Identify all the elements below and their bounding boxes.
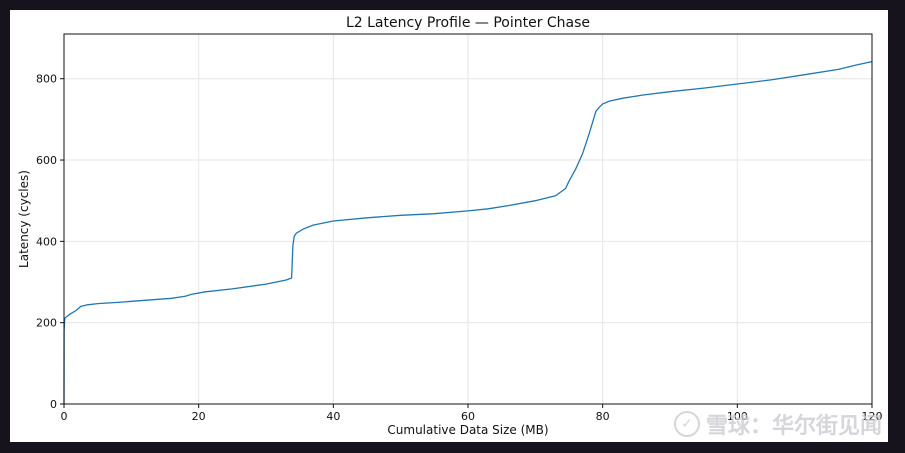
- watermark: ✓ 雪球：华尔街见闻: [673, 408, 882, 440]
- x-tick-label: 20: [192, 410, 206, 423]
- x-tick-label: 120: [862, 410, 883, 423]
- x-tick-label: 80: [596, 410, 610, 423]
- chart-title: L2 Latency Profile — Pointer Chase: [346, 15, 590, 31]
- chart-figure: 0 20 40 60 80 100 120 0 200 400 600 800 L2 Latency …: [10, 10, 888, 442]
- x-tick-label: 100: [727, 410, 748, 423]
- watermark-text: 雪球：华尔街见闻: [705, 414, 882, 439]
- y-tick-label: 400: [36, 235, 57, 248]
- y-tick-label: 800: [36, 73, 57, 86]
- y-tick-label: 600: [36, 154, 57, 167]
- ticks-layer: 0 20 40 60 80 100 120 0 200 400 600 800: [36, 73, 883, 423]
- y-axis-label: Latency (cycles): [17, 170, 31, 268]
- watermark-logo-icon: ✓: [673, 411, 700, 437]
- x-axis-label: Cumulative Data Size (MB): [387, 423, 548, 437]
- x-tick-label: 40: [326, 410, 340, 423]
- chart-canvas: 0 20 40 60 80 100 120 0 200 400 600 800 L2 Latency …: [17, 15, 883, 437]
- grid-layer: [63, 34, 873, 405]
- series-layer: [63, 60, 873, 405]
- x-tick-label: 60: [461, 410, 475, 423]
- y-tick-label: 0: [50, 398, 57, 411]
- x-tick-label: 0: [61, 410, 68, 423]
- series-line-0: [63, 60, 873, 405]
- y-tick-label: 200: [36, 317, 57, 330]
